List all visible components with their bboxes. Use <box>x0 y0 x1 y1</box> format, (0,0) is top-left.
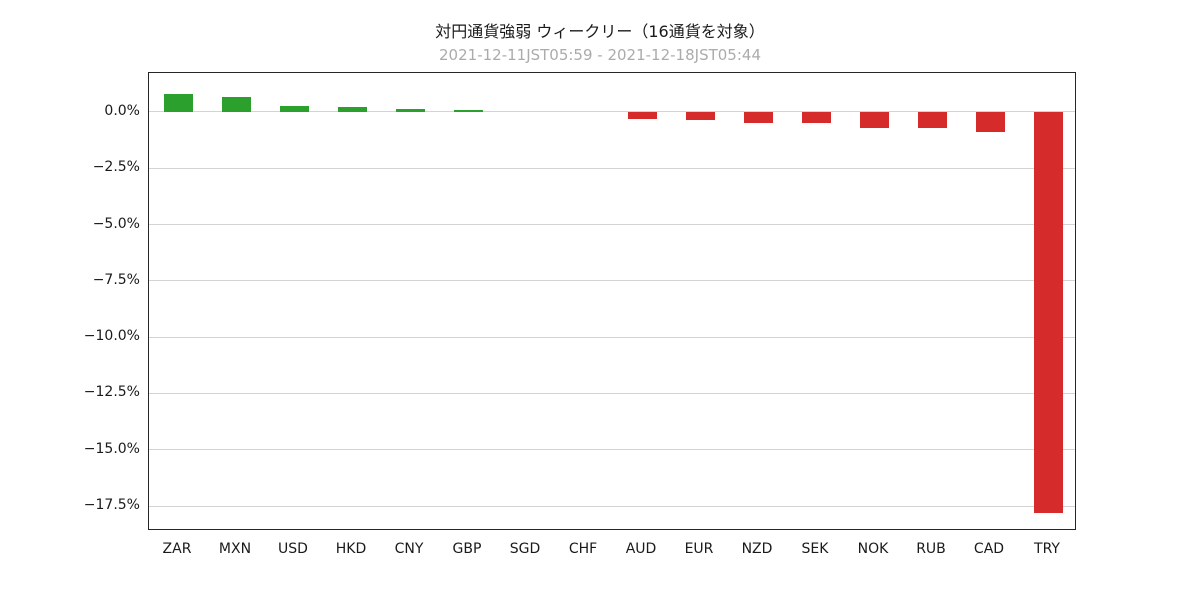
bar <box>860 111 889 128</box>
x-tick-label: CNY <box>394 541 424 557</box>
x-tick-label: CHF <box>568 541 598 557</box>
y-axis-labels: 0.0% −2.5% −5.0% −7.5% −10.0% −12.5% −15.0% −17… <box>0 72 140 530</box>
bar <box>686 111 715 120</box>
bar <box>222 97 251 112</box>
x-tick-label: RUB <box>916 541 946 557</box>
y-tick-label: 0.0% <box>104 102 140 119</box>
x-tick-label: NZD <box>741 541 773 557</box>
bar <box>396 108 425 112</box>
x-tick-label: GBP <box>452 541 482 557</box>
bar <box>280 106 309 112</box>
x-tick-label: NOK <box>857 541 889 557</box>
x-tick-label: MXN <box>218 541 252 557</box>
y-tick-label: −15.0% <box>83 440 140 457</box>
bar <box>338 107 367 112</box>
grid-line <box>149 336 1075 338</box>
bar <box>628 111 657 119</box>
grid-line <box>149 505 1075 507</box>
x-axis-labels: ZAR MXN USD HKD CNY GBP SGD CHF AUD EUR NZD SEK NOK R… <box>148 541 1076 565</box>
grid-line <box>149 280 1075 282</box>
bar <box>918 111 947 128</box>
bar <box>744 111 773 124</box>
grid-line <box>149 167 1075 169</box>
grid-line <box>149 111 1075 113</box>
bar <box>1034 111 1063 513</box>
y-tick-label: −5.0% <box>92 215 140 232</box>
y-tick-label: −7.5% <box>92 271 140 288</box>
x-tick-label: SGD <box>509 541 541 557</box>
y-tick-label: −17.5% <box>83 497 140 513</box>
x-tick-label: USD <box>278 541 308 557</box>
grid-line <box>149 392 1075 394</box>
grid-line <box>149 224 1075 226</box>
x-tick-label: SEK <box>801 541 829 557</box>
bar <box>976 111 1005 133</box>
chart-subtitle: 2021-12-11JST05:59 - 2021-12-18JST05:44 <box>439 46 761 64</box>
grid-line <box>149 449 1075 451</box>
chart-title: 対円通貨強弱 ウィークリー（16通貨を対象） <box>435 22 765 41</box>
y-tick-label: −2.5% <box>92 159 140 176</box>
y-tick-label: −12.5% <box>83 384 140 401</box>
bar <box>454 110 483 112</box>
x-tick-label: AUD <box>625 541 657 557</box>
bar <box>802 111 831 124</box>
y-tick-label: −10.0% <box>83 328 140 345</box>
x-tick-label: ZAR <box>162 541 192 557</box>
x-tick-label: HKD <box>335 541 367 557</box>
plot-area <box>148 72 1076 530</box>
x-tick-label: CAD <box>973 541 1005 557</box>
x-tick-label: EUR <box>684 541 714 557</box>
bar <box>164 93 193 112</box>
x-tick-label: TRY <box>1034 541 1060 557</box>
